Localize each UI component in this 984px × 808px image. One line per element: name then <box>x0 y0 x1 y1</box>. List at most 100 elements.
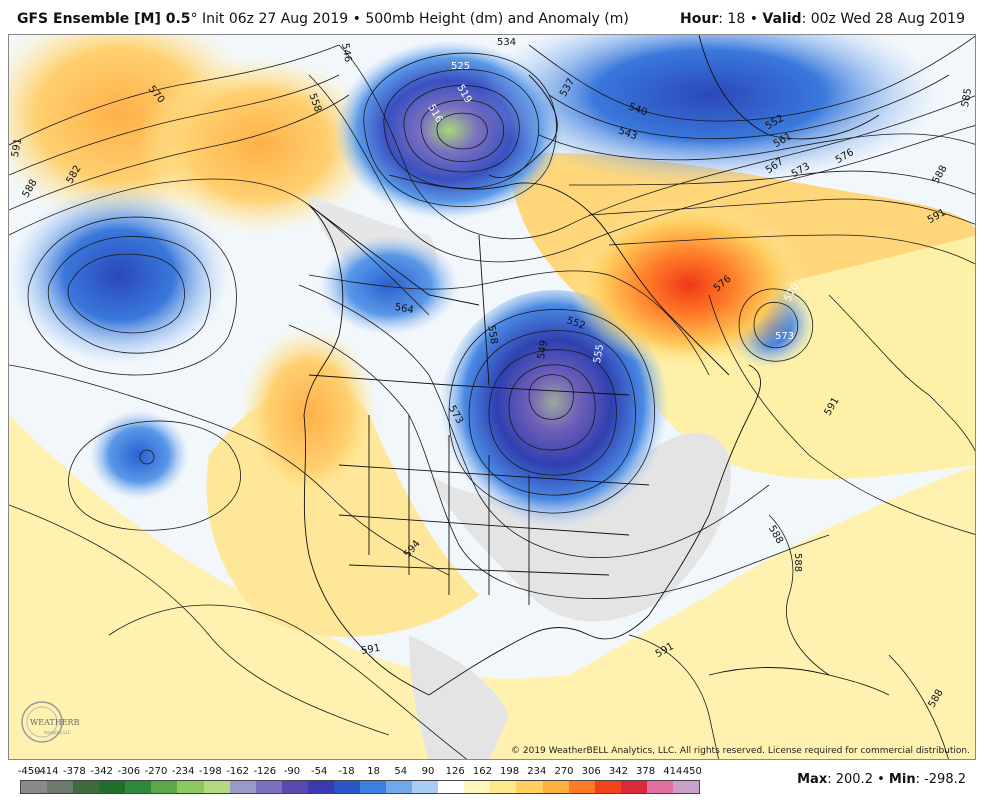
contour-label: 525 <box>451 61 470 72</box>
colorbar-tick-label: -126 <box>253 766 277 777</box>
contour-line <box>308 270 710 376</box>
model-title: GFS Ensemble [M] 0.5 <box>17 11 191 27</box>
contour-closed <box>47 236 211 354</box>
contour-line <box>888 654 949 759</box>
colorbar-swatch <box>386 781 413 793</box>
contour-closed <box>67 253 185 334</box>
contour-line <box>298 284 770 558</box>
contour-label: 546 <box>339 42 353 63</box>
political-boundaries <box>303 35 890 696</box>
colorbar-swatch <box>646 781 673 793</box>
colorbar-swatch <box>594 781 621 793</box>
colorbar-tick-label: -234 <box>171 766 195 777</box>
contour-line <box>9 504 390 736</box>
colorbar-tick-label: -90 <box>283 766 301 777</box>
anomaly-low-bc <box>319 235 459 335</box>
colorbar-tick-label: -414 <box>35 766 59 777</box>
contour-closed <box>753 302 799 349</box>
contour-closed <box>738 288 814 362</box>
contour-label: 591 <box>10 137 24 158</box>
valid-label: Valid <box>762 11 802 27</box>
anomaly-orange-westcoast <box>239 325 379 505</box>
field-name: 500mb Height (dm) and Anomaly (m) <box>365 11 629 27</box>
colorbar-swatch <box>229 781 256 793</box>
contour-closed <box>488 349 617 476</box>
contour-label: 549 <box>536 339 550 360</box>
land-mexico <box>409 635 509 759</box>
colorbar-tick-label: 162 <box>472 766 492 777</box>
contour-line <box>608 234 975 265</box>
contour-label: 534 <box>497 37 516 48</box>
contour-line <box>568 170 975 195</box>
contour-line <box>108 604 468 759</box>
coastline-pacific <box>303 204 344 416</box>
hour-label: Hour <box>680 11 719 27</box>
contour-label: 558 <box>485 324 499 345</box>
colorbar-tick-label: -450 <box>17 766 41 777</box>
colorbar-tick-label: -270 <box>144 766 168 777</box>
contour-label: 555 <box>592 343 606 364</box>
colorbar-swatch <box>21 781 48 793</box>
hour-value: : 18 <box>718 11 746 27</box>
colorbar-tick-label: -342 <box>90 766 113 777</box>
colorbar-swatch <box>203 781 230 793</box>
state-lines <box>368 415 530 605</box>
colorbar-tick-label: 342 <box>608 766 628 777</box>
colorbar: -450 -414 -378 -342 -306 -270 -234 -198 -162 -126… <box>17 766 702 802</box>
colorbar-tick-label: 378 <box>636 766 656 777</box>
colorbar-tick-label: -162 <box>226 766 249 777</box>
contour-closed <box>468 330 636 496</box>
state-lines <box>338 464 650 576</box>
contour-label: 585 <box>960 87 974 108</box>
copyright-notice: © 2019 WeatherBELL Analytics, LLC. All r… <box>511 746 970 756</box>
bullet: • <box>749 11 758 27</box>
colorbar-swatch <box>73 781 100 793</box>
coastline-arctic <box>488 74 558 179</box>
colorbar-tick-label: 90 <box>421 766 435 777</box>
anomaly-low-pacific <box>9 185 229 365</box>
coastline-gulf <box>428 614 650 696</box>
init-time: Init 06z 27 Aug 2019 <box>202 11 349 27</box>
height-contours <box>9 35 975 759</box>
max-label: Max <box>797 772 828 787</box>
colorbar-swatch <box>464 781 491 793</box>
header-left: GFS Ensemble [M] 0.5° Init 06z 27 Aug 20… <box>17 11 629 27</box>
contour-closed <box>528 374 574 420</box>
bullet: • <box>352 11 361 27</box>
contour-line <box>288 324 830 599</box>
logo-mark: WEATHERBELL Analytics LLC <box>21 701 97 743</box>
contour-label: 564 <box>394 302 415 316</box>
colorbar-tick-label: 198 <box>500 766 520 777</box>
colorbar-swatch <box>125 781 152 793</box>
coastline-caribbean <box>708 667 890 696</box>
contour-closed <box>383 69 540 189</box>
contour-line <box>588 198 975 225</box>
colorbar-swatch <box>516 781 543 793</box>
anomaly-low-pacific-south <box>89 410 189 500</box>
colorbar-tick-label: 414 <box>663 766 683 777</box>
colorbar-swatch <box>412 781 439 793</box>
contour-line <box>628 634 719 759</box>
colorbar-tick-label: -198 <box>199 766 222 777</box>
contour-closed <box>68 420 241 531</box>
degree-mark: ° <box>190 11 198 27</box>
contour-line <box>9 364 450 576</box>
contour-closed <box>436 112 488 150</box>
colorbar-swatch <box>672 781 700 793</box>
map-panel: 534 525 519 516 537 540 543 546 552 561 … <box>8 34 976 760</box>
coastline-east <box>648 364 761 616</box>
min-label: Min <box>888 772 916 787</box>
colorbar-swatch <box>281 781 308 793</box>
colorbar-swatch <box>620 781 647 793</box>
anomaly-yellow-south <box>9 415 975 759</box>
colorbar-swatch <box>568 781 595 793</box>
colorbar-labels: -450 -414 -378 -342 -306 -270 -234 -198 -162 -126… <box>17 766 702 780</box>
contour-closed <box>403 85 520 173</box>
colorbar-swatch <box>151 781 178 793</box>
map-svg: 534 525 519 516 537 540 543 546 552 561 … <box>9 35 975 759</box>
contour-line <box>708 294 975 535</box>
colorbar-tick-label: 54 <box>394 766 408 777</box>
contour-line <box>538 133 975 161</box>
contour-line <box>9 74 340 176</box>
colorbar-swatches <box>20 780 700 794</box>
